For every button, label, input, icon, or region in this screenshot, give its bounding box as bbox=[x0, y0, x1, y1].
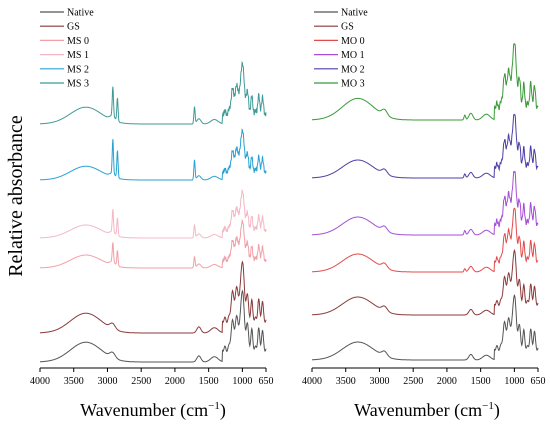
legend-label: GS bbox=[341, 22, 354, 33]
legend-label: MO 1 bbox=[341, 50, 365, 61]
legend-label: MO 0 bbox=[341, 36, 365, 47]
series-line-native bbox=[40, 289, 267, 363]
x-tick-label: 1500 bbox=[199, 376, 219, 387]
x-tick-label: 4000 bbox=[302, 376, 322, 387]
legend-right: Native GS MO 0 MO 1 MO 2 MO 3 bbox=[314, 8, 368, 90]
x-tick-label: 3000 bbox=[97, 376, 117, 387]
legend-label: Native bbox=[341, 8, 368, 19]
series-line-mo-3 bbox=[312, 42, 539, 121]
x-ticks-right: 4000 3500 3000 2500 2000 1500 1000 650 bbox=[302, 368, 546, 387]
legend-label: GS bbox=[67, 22, 80, 33]
legend-label: MO 2 bbox=[341, 64, 365, 75]
series-line-ms-1 bbox=[40, 189, 267, 239]
legend-label: MS 2 bbox=[67, 64, 89, 75]
series-line-ms-0 bbox=[40, 219, 267, 269]
series-line-ms-2 bbox=[40, 128, 267, 181]
x-tick-label: 3000 bbox=[369, 376, 389, 387]
x-tick-label: 4000 bbox=[30, 376, 50, 387]
legend-left: Native GS MS 0 MS 1 MS 2 MS 3 bbox=[40, 8, 94, 90]
x-tick-label: 1000 bbox=[504, 376, 524, 387]
series-line-mo-1 bbox=[312, 170, 539, 236]
x-ticks-left: 4000 3500 3000 2500 2000 1500 1000 650 bbox=[30, 368, 274, 387]
x-tick-label: 1500 bbox=[471, 376, 491, 387]
x-tick-label: 2500 bbox=[403, 376, 423, 387]
legend-label: Native bbox=[67, 8, 94, 19]
series-line-mo-0 bbox=[312, 207, 539, 273]
spectra-left bbox=[40, 61, 267, 363]
series-line-gs bbox=[312, 248, 539, 316]
x-axis-label: Wavenumber (cm−1) bbox=[80, 400, 226, 421]
x-tick-label: 650 bbox=[259, 376, 274, 387]
x-tick-label: 3500 bbox=[336, 376, 356, 387]
y-axis-label: Relative absorbance bbox=[5, 115, 27, 277]
series-line-ms-3 bbox=[40, 61, 267, 125]
series-line-native bbox=[312, 293, 539, 361]
x-tick-label: 2000 bbox=[437, 376, 457, 387]
chart-panel-left: Native GS MS 0 MS 1 MS 2 MS 3 4000 3500 3000 250… bbox=[30, 8, 274, 422]
legend-label: MS 0 bbox=[67, 36, 89, 47]
legend-label: MS 3 bbox=[67, 79, 89, 90]
x-axis-label: Wavenumber (cm−1) bbox=[354, 400, 500, 421]
legend-label: MS 1 bbox=[67, 50, 89, 61]
x-tick-label: 2500 bbox=[131, 376, 151, 387]
legend-label: MO 3 bbox=[341, 79, 365, 90]
x-tick-label: 2000 bbox=[165, 376, 185, 387]
x-tick-label: 650 bbox=[531, 376, 546, 387]
x-tick-label: 1000 bbox=[232, 376, 252, 387]
x-tick-label: 3500 bbox=[64, 376, 84, 387]
spectra-right bbox=[312, 42, 539, 361]
chart-panel-right: Native GS MO 0 MO 1 MO 2 MO 3 4000 3500 3000 250… bbox=[302, 8, 546, 422]
series-line-gs bbox=[40, 260, 267, 334]
series-line-mo-2 bbox=[312, 113, 539, 179]
